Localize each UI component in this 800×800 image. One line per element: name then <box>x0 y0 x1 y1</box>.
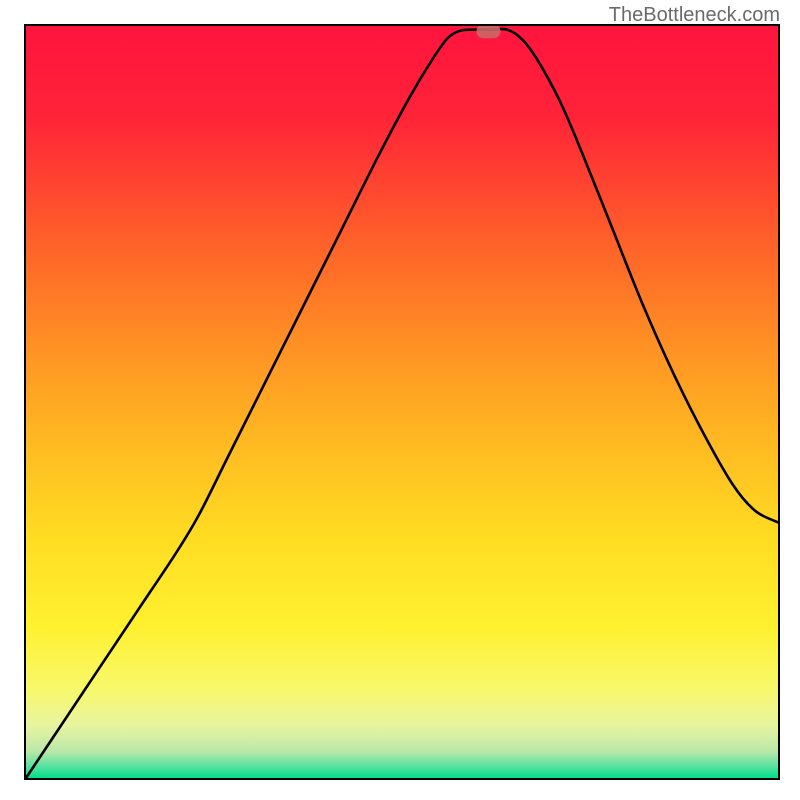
plot-svg <box>26 26 778 778</box>
optimal-marker <box>476 26 500 38</box>
chart-container: TheBottleneck.com <box>0 0 800 800</box>
gradient-background <box>26 26 778 778</box>
plot-frame <box>24 24 780 780</box>
